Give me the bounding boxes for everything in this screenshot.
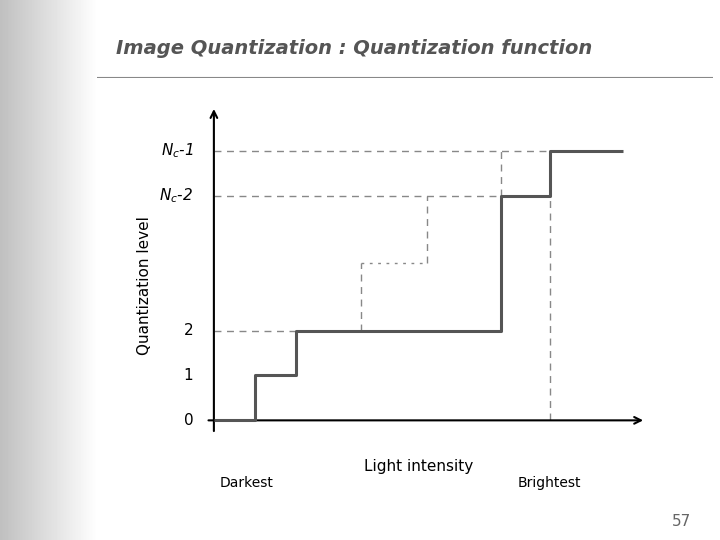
Text: 1: 1: [184, 368, 194, 383]
Text: 57: 57: [672, 514, 691, 529]
Text: Brightest: Brightest: [518, 476, 582, 490]
Text: 0: 0: [184, 413, 194, 428]
Text: Light intensity: Light intensity: [364, 458, 473, 474]
Text: Quantization level: Quantization level: [137, 217, 152, 355]
Text: Image Quantization : Quantization function: Image Quantization : Quantization functi…: [116, 39, 592, 58]
Text: Darkest: Darkest: [220, 476, 274, 490]
Text: $N_c$-1: $N_c$-1: [161, 141, 194, 160]
Text: 2: 2: [184, 323, 194, 338]
Text: $N_c$-2: $N_c$-2: [159, 187, 194, 205]
